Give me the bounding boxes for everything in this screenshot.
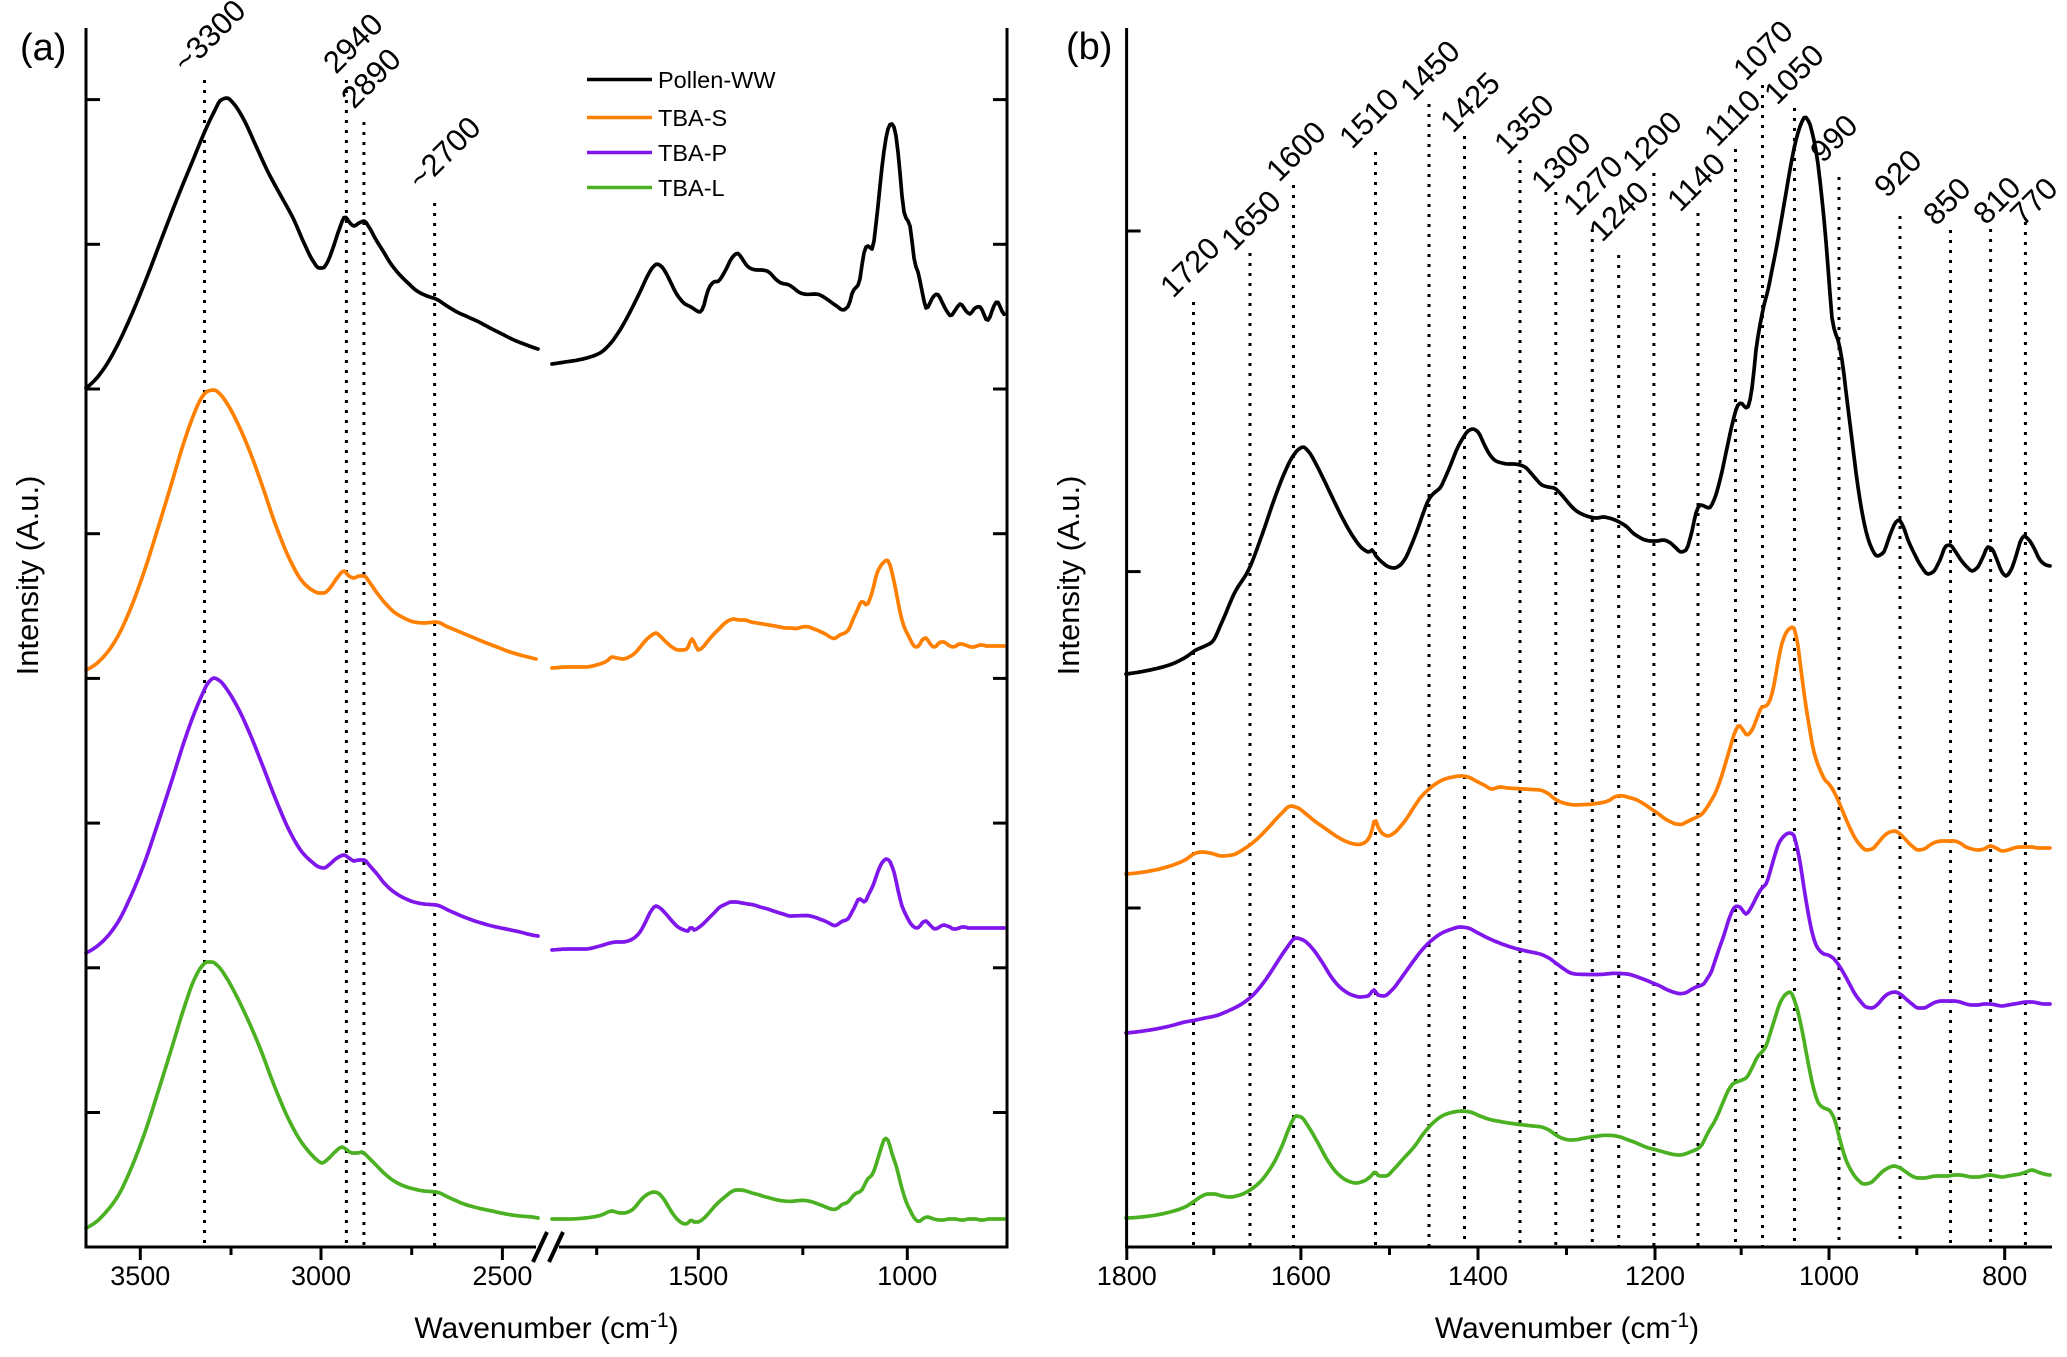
svg-text:2500: 2500 — [472, 1261, 532, 1291]
svg-text:Intensity (A.u.): Intensity (A.u.) — [10, 476, 45, 676]
svg-text:3000: 3000 — [291, 1261, 351, 1291]
svg-text:Wavenumber (cm-1): Wavenumber (cm-1) — [1435, 1309, 1699, 1345]
svg-text:1000: 1000 — [877, 1261, 937, 1291]
svg-text:800: 800 — [1982, 1261, 2027, 1291]
svg-text:TBA-L: TBA-L — [658, 175, 725, 201]
svg-text:(a): (a) — [20, 27, 66, 69]
svg-text:3500: 3500 — [110, 1261, 170, 1291]
svg-text:Pollen-WW: Pollen-WW — [658, 67, 776, 93]
svg-text:Wavenumber (cm-1): Wavenumber (cm-1) — [414, 1309, 678, 1345]
svg-text:1800: 1800 — [1097, 1261, 1157, 1291]
svg-text:Intensity (A.u.): Intensity (A.u.) — [1051, 476, 1086, 676]
svg-text:(b): (b) — [1066, 26, 1112, 68]
svg-text:TBA-P: TBA-P — [658, 140, 727, 166]
svg-text:1500: 1500 — [668, 1261, 728, 1291]
svg-text:1000: 1000 — [1799, 1261, 1859, 1291]
svg-text:1200: 1200 — [1625, 1261, 1685, 1291]
svg-text:1400: 1400 — [1448, 1261, 1508, 1291]
svg-text:TBA-S: TBA-S — [658, 105, 727, 131]
svg-text:1600: 1600 — [1271, 1261, 1331, 1291]
